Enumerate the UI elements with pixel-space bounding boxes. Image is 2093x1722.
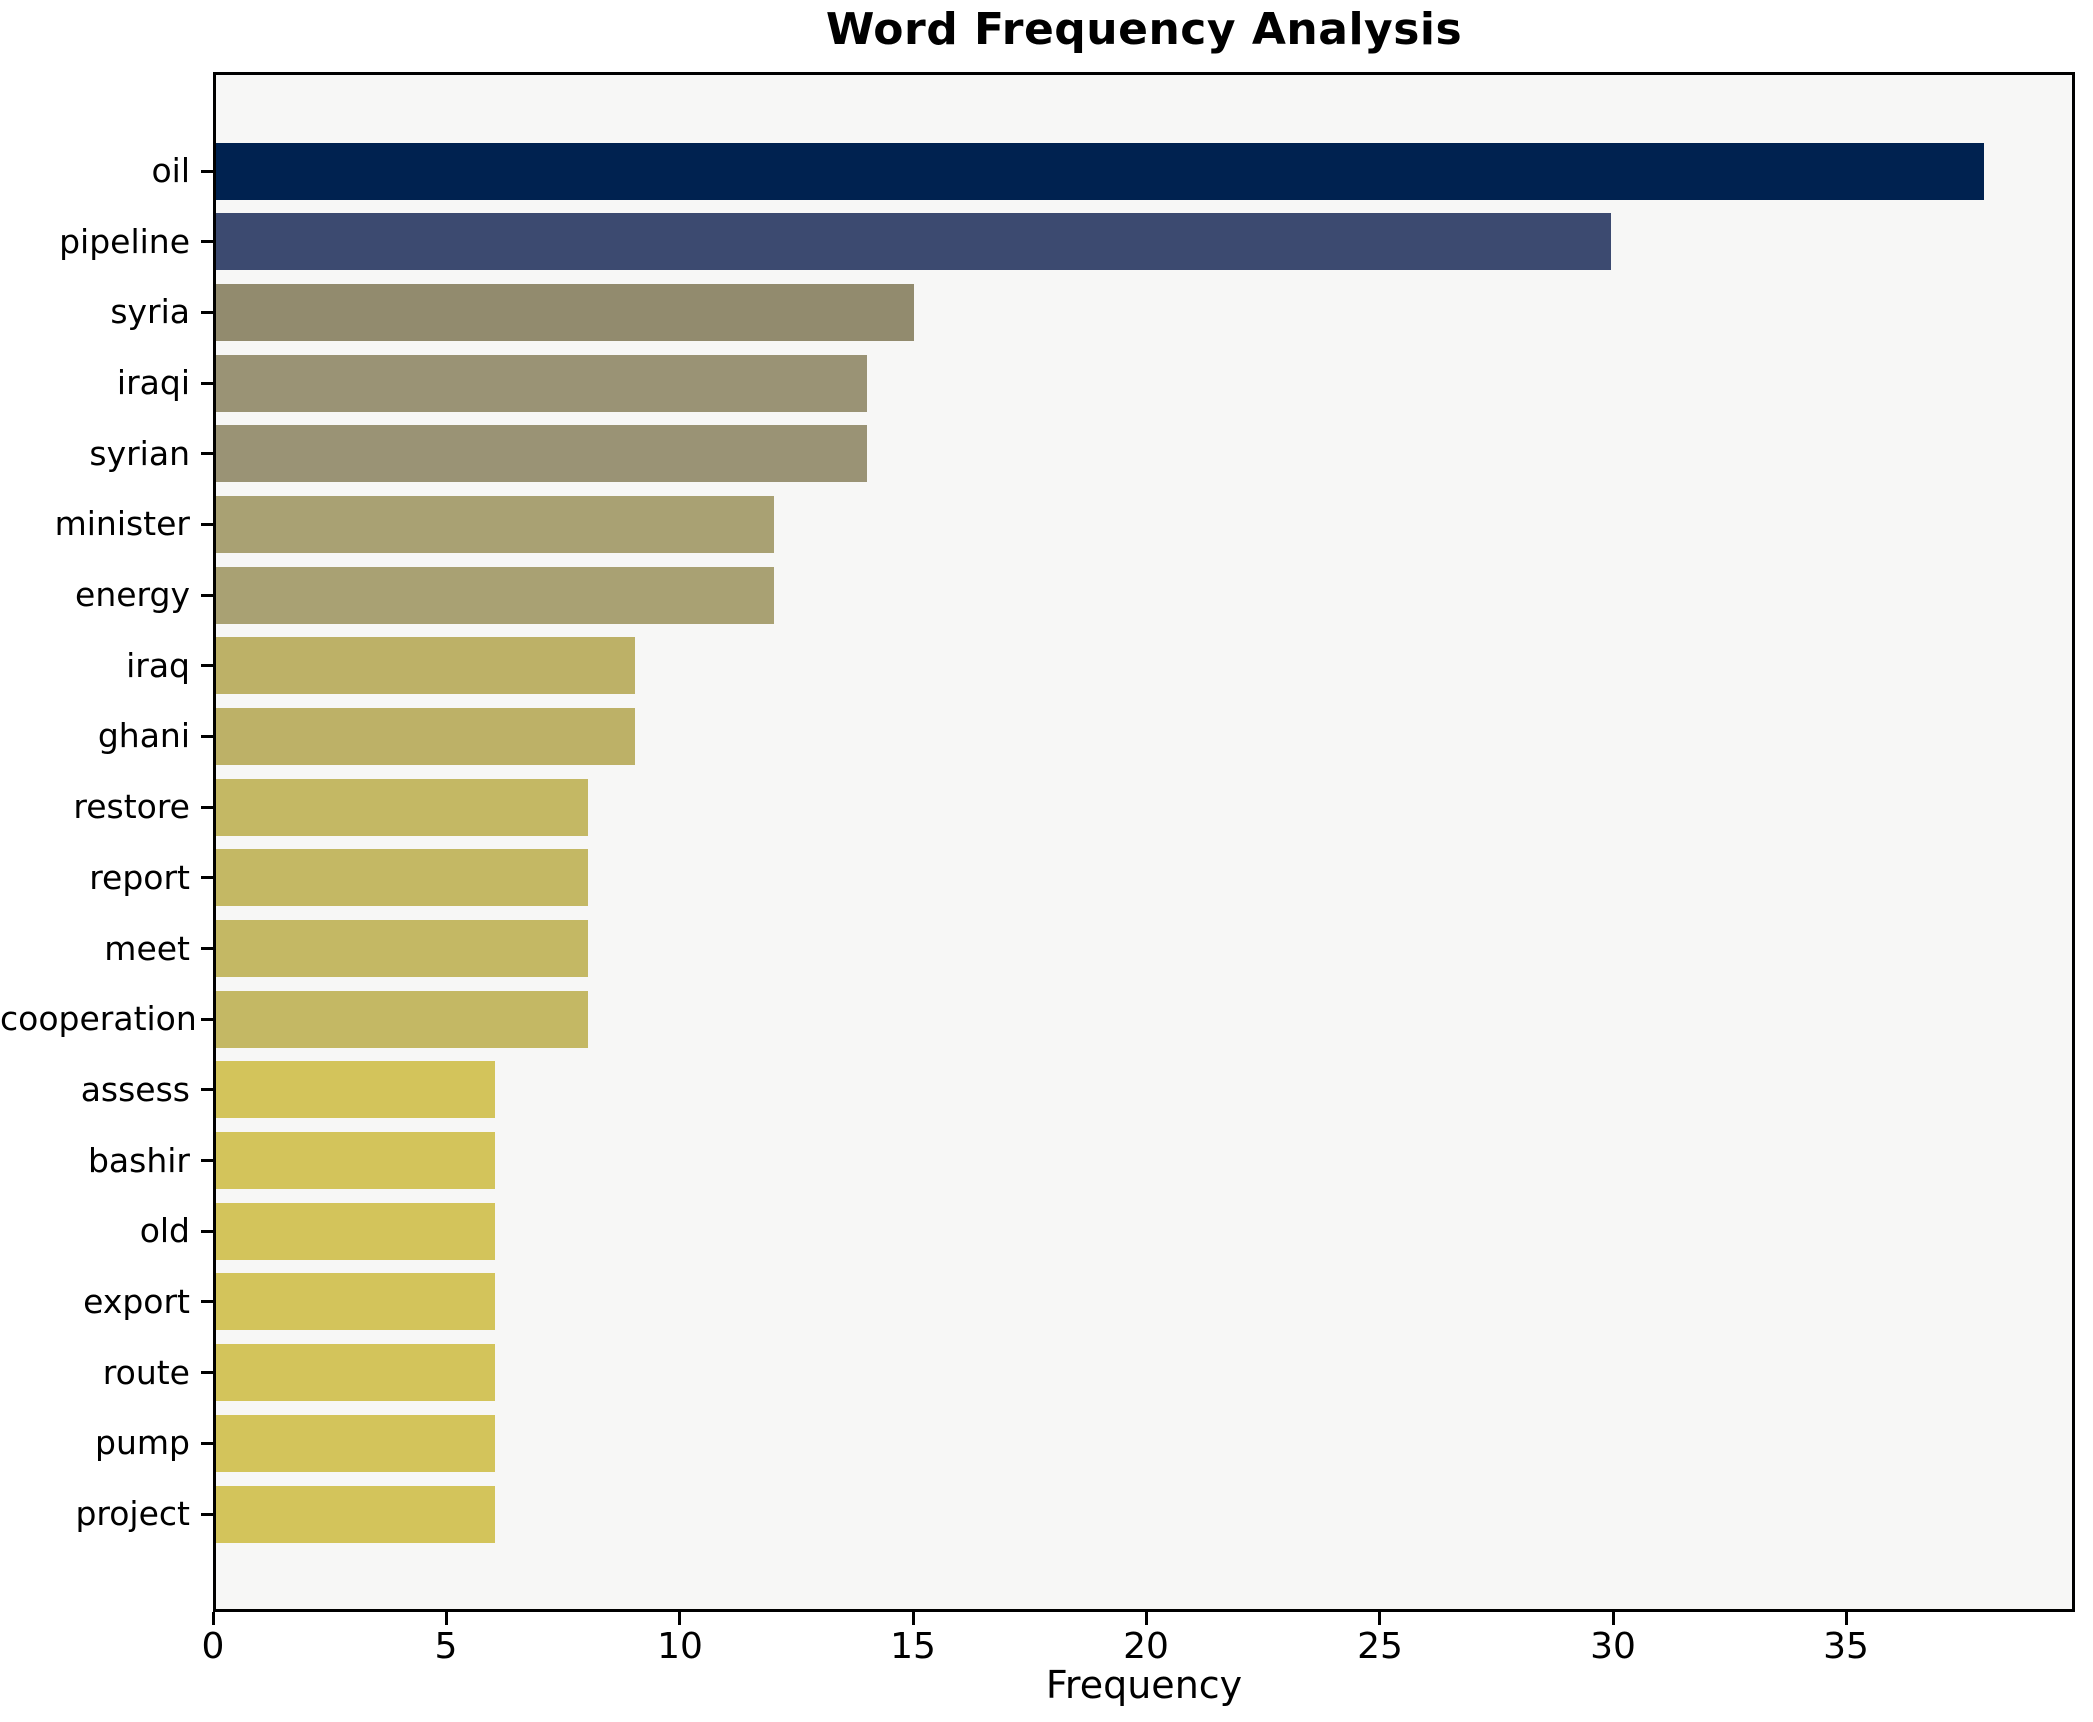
y-tick-iraqi — [201, 382, 213, 385]
x-tick-mark-30 — [1612, 1612, 1615, 1625]
y-tick-restore — [201, 806, 213, 809]
y-tick-report — [201, 876, 213, 879]
x-tick-mark-15 — [912, 1612, 915, 1625]
bar-restore — [216, 779, 588, 836]
bar-energy — [216, 567, 774, 624]
y-label-energy: energy — [75, 575, 190, 614]
y-tick-meet — [201, 947, 213, 950]
x-tick-label-25: 25 — [1357, 1626, 1403, 1667]
y-label-iraqi: iraqi — [116, 363, 190, 402]
bar-syria — [216, 284, 914, 341]
y-tick-iraq — [201, 664, 213, 667]
y-tick-oil — [201, 170, 213, 173]
bar-assess — [216, 1061, 495, 1118]
x-axis-label: Frequency — [1045, 1663, 1243, 1707]
x-tick-label-10: 10 — [657, 1626, 703, 1667]
y-tick-energy — [201, 594, 213, 597]
bar-project — [216, 1486, 495, 1543]
y-label-pump: pump — [95, 1423, 190, 1462]
y-tick-pipeline — [201, 240, 213, 243]
x-tick-label-20: 20 — [1123, 1626, 1169, 1667]
y-tick-project — [201, 1513, 213, 1516]
y-label-bashir: bashir — [87, 1141, 190, 1180]
x-tick-mark-0 — [212, 1612, 215, 1625]
bar-iraq — [216, 637, 635, 694]
bar-syrian — [216, 425, 867, 482]
y-tick-bashir — [201, 1159, 213, 1162]
x-tick-mark-20 — [1145, 1612, 1148, 1625]
y-tick-assess — [201, 1088, 213, 1091]
y-tick-minister — [201, 523, 213, 526]
chart-title: Word Frequency Analysis — [825, 4, 1463, 55]
x-tick-mark-25 — [1378, 1612, 1381, 1625]
y-tick-syria — [201, 311, 213, 314]
bar-old — [216, 1203, 495, 1260]
bar-ghani — [216, 708, 635, 765]
plot-area — [213, 72, 2075, 1612]
y-label-cooperation: cooperation — [0, 999, 197, 1038]
y-tick-syrian — [201, 452, 213, 455]
x-tick-mark-10 — [678, 1612, 681, 1625]
bar-pump — [216, 1415, 495, 1472]
bar-minister — [216, 496, 774, 553]
x-tick-label-35: 35 — [1823, 1626, 1869, 1667]
y-tick-cooperation — [201, 1018, 213, 1021]
y-tick-ghani — [201, 735, 213, 738]
y-label-syria: syria — [110, 292, 190, 331]
x-tick-mark-35 — [1845, 1612, 1848, 1625]
y-label-ghani: ghani — [97, 716, 190, 755]
bar-oil — [216, 143, 1984, 200]
bar-route — [216, 1344, 495, 1401]
y-label-meet: meet — [104, 929, 190, 968]
y-label-minister: minister — [54, 504, 190, 543]
x-tick-label-0: 0 — [201, 1626, 225, 1667]
y-tick-export — [201, 1300, 213, 1303]
x-tick-label-15: 15 — [890, 1626, 936, 1667]
bar-report — [216, 849, 588, 906]
x-tick-label-5: 5 — [434, 1626, 458, 1667]
y-label-pipeline: pipeline — [59, 222, 190, 261]
y-label-project: project — [75, 1494, 190, 1533]
bar-export — [216, 1273, 495, 1330]
y-tick-old — [201, 1230, 213, 1233]
y-label-assess: assess — [80, 1070, 190, 1109]
x-tick-mark-5 — [445, 1612, 448, 1625]
y-label-oil: oil — [151, 151, 190, 190]
bar-cooperation — [216, 991, 588, 1048]
y-label-iraq: iraq — [126, 646, 190, 685]
bar-bashir — [216, 1132, 495, 1189]
y-label-old: old — [139, 1211, 190, 1250]
y-label-restore: restore — [73, 787, 190, 826]
y-label-route: route — [102, 1353, 190, 1392]
y-label-report: report — [89, 858, 190, 897]
y-tick-pump — [201, 1442, 213, 1445]
bar-meet — [216, 920, 588, 977]
y-tick-route — [201, 1371, 213, 1374]
y-label-syrian: syrian — [89, 434, 190, 473]
bar-iraqi — [216, 355, 867, 412]
y-label-export: export — [83, 1282, 190, 1321]
x-tick-label-30: 30 — [1590, 1626, 1636, 1667]
bar-pipeline — [216, 213, 1611, 270]
